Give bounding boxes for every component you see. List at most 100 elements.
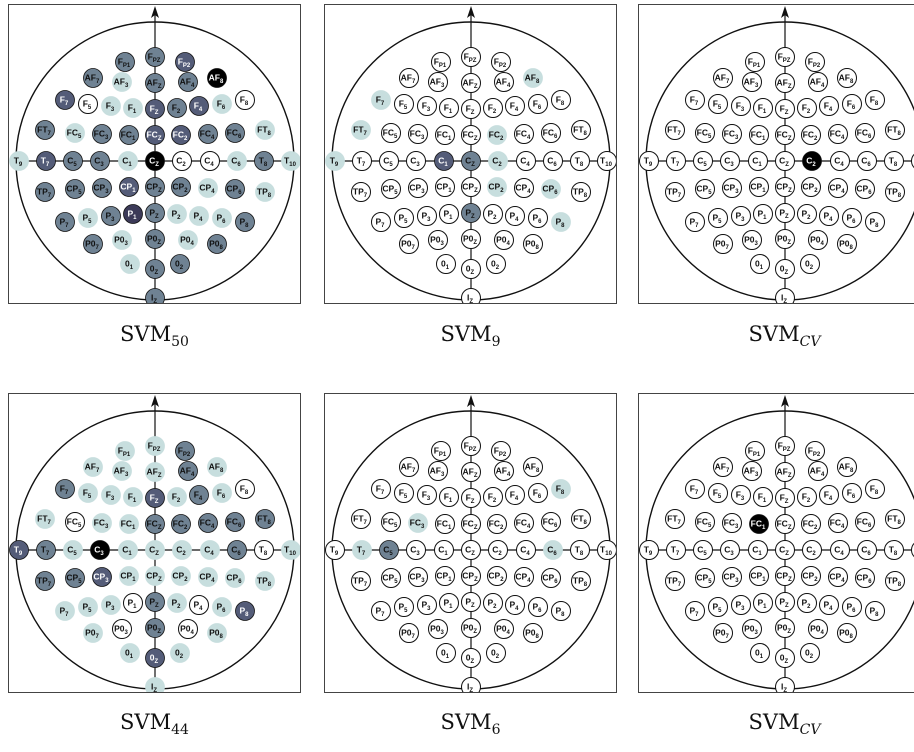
electrode-circle [406,540,426,560]
electrode-cp4: CP4 [828,567,848,587]
electrode-fc2: FC2 [171,514,191,534]
electrode-circle [722,513,742,533]
electrode-ft8: FT8 [571,120,591,140]
electrode-f1: F1 [753,487,773,507]
electrode-f5: F5 [708,483,728,503]
electrode-oz: 0Z [775,648,795,668]
electrode-o1: 01 [120,254,140,274]
electrode-fpz: FPZ [461,436,481,456]
electrode-circle [819,485,839,505]
electrode-po7: P07 [399,234,419,254]
electrode-circle [461,125,481,145]
electrode-label: F1 [128,103,137,116]
electrode-circle [775,151,795,171]
panel-caption: SVM50 [8,322,301,350]
electrode-fc2: FC2 [801,514,821,534]
electrode-label: F5 [83,488,92,501]
electrode-circle [207,457,227,477]
electrode-circle [145,259,165,279]
electrode-circle [808,619,828,639]
electrode-t10: T10 [597,151,616,171]
electrode-label: 0Z [150,264,159,277]
electrode-circle [543,151,563,171]
electrode-circle [101,206,121,226]
electrode-iz: IZ [145,677,165,692]
electrode-label: T9 [644,545,653,558]
electrode-t9: T9 [325,151,345,171]
electrode-af4: AF4 [808,72,828,92]
electrode-circle [551,601,571,621]
electrode-fz: FZ [461,488,481,508]
electrode-p8: P8 [865,212,885,232]
electrode-circle [78,94,98,114]
electrode-afz: AFZ [461,462,481,482]
electrode-poz: P0Z [145,618,165,638]
electrode-circle [78,208,98,228]
electrode-label: T8 [575,156,584,169]
electrode-iz: IZ [461,288,481,303]
electrode-circle [90,151,110,171]
electrode-circle [399,68,419,88]
electrode-po4: P04 [808,230,828,250]
electrode-label: C6 [547,545,557,558]
electrode-cp6: CP6 [225,179,245,199]
electrode-af8: AF8 [523,68,543,88]
electrode-circle [36,151,56,171]
electrode-af3: AF3 [112,461,132,481]
electrode-cp6: CP6 [225,568,245,588]
electrode-circle [170,643,190,663]
electrode-circle [685,212,705,232]
electrode-cp3: CP3 [408,567,428,587]
electrode-fpz: FPZ [461,47,481,67]
electrode-t10: T10 [281,540,300,560]
electrode-circle [695,179,715,199]
electrode-p3: P3 [101,595,121,615]
electrode-label: P8 [555,606,565,619]
electrode-circle [92,567,112,587]
electrode-circle [36,540,56,560]
electrode-f2: F2 [483,487,503,507]
electrode-label: C4 [204,545,214,558]
electrode-circle [541,123,561,143]
electrode-fc1: FC1 [119,514,139,534]
electrode-circle [805,441,825,461]
electrode-p3: P3 [417,206,437,226]
electrode-po3: P03 [112,230,132,250]
electrode-circle [775,566,795,586]
electrode-t7: T7 [352,151,372,171]
electrode-p6: P6 [842,597,862,617]
electrode-label: C4 [834,156,844,169]
electrode-poz: P0Z [461,229,481,249]
electrode-label: C3 [724,545,734,558]
electrode-f5: F5 [708,94,728,114]
electrode-circle [167,98,187,118]
electrode-cp5: CP5 [695,568,715,588]
electrode-circle [486,254,506,274]
electrode-p8: P8 [551,601,571,621]
electrode-circle [911,153,914,169]
electrode-label: 02 [175,259,184,272]
electrode-f8: F8 [235,90,255,110]
electrode-circle [381,568,401,588]
electrode-label: C1 [438,156,448,169]
electrode-fp2: FP2 [491,52,511,72]
electrode-circle [65,179,85,199]
electrode-p2: P2 [483,204,503,224]
electrode-circle [255,509,275,529]
electrode-label: F5 [713,99,722,112]
electrode-circle [543,540,563,560]
electrode-circle [775,540,795,560]
electrode-label: F7 [690,484,699,497]
electrode-circle [439,98,459,118]
electrode-circle [494,230,514,250]
electrode-circle [865,212,885,232]
caption-subscript: 44 [171,722,189,738]
electrode-label: 02 [175,648,184,661]
electrode-circle [855,568,875,588]
electrode-label: F7 [376,95,385,108]
electrode-label: T8 [259,156,268,169]
electrode-fc6: FC6 [855,123,875,143]
electrode-o1: 01 [120,643,140,663]
electrode-circle [486,643,506,663]
electrode-cp1: CP1 [435,566,455,586]
